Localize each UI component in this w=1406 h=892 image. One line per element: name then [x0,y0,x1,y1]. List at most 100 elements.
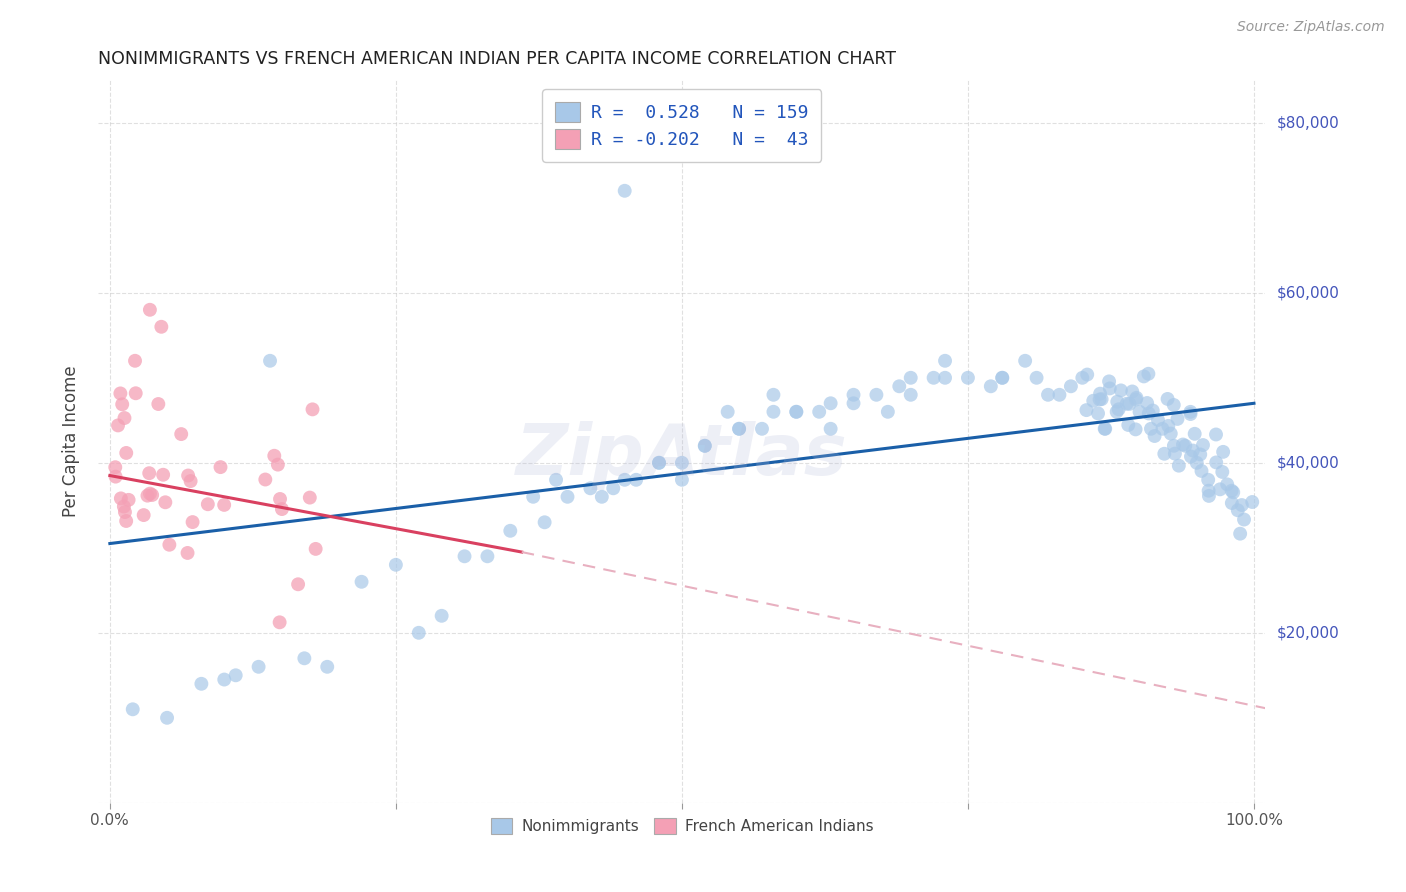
Point [430,608,453,623]
Point [762,405,785,419]
Point [1118,397,1140,411]
Point [190,677,212,691]
Point [1025,371,1047,385]
Point [1229,526,1251,541]
Point [1163,398,1185,412]
Point [114,411,136,425]
Point [316,660,339,674]
Point [762,388,785,402]
Point [900,388,922,402]
Point [477,549,499,564]
Point [269,615,291,630]
Point [889,379,911,393]
Point [1140,422,1163,436]
Point [117,492,139,507]
Point [453,549,475,564]
Point [1088,392,1111,407]
Point [1049,388,1071,402]
Point [613,184,636,198]
Point [1198,483,1220,498]
Point [254,473,277,487]
Point [1105,405,1128,419]
Point [271,502,294,516]
Point [533,516,555,530]
Point [591,490,613,504]
Point [1116,417,1139,432]
Text: Source: ZipAtlas.com: Source: ZipAtlas.com [1237,20,1385,34]
Point [1143,429,1166,443]
Point [110,386,132,401]
Point [107,418,129,433]
Point [934,371,956,385]
Point [1133,369,1156,384]
Point [522,490,544,504]
Point [1156,392,1178,406]
Point [991,371,1014,385]
Point [1166,412,1188,426]
Point [820,396,842,410]
Point [110,491,132,506]
Y-axis label: Per Capita Income: Per Capita Income [62,366,80,517]
Point [112,500,135,514]
Point [557,490,579,504]
Point [1076,368,1098,382]
Point [408,625,430,640]
Point [111,397,134,411]
Point [139,486,162,500]
Point [1142,403,1164,417]
Point [648,456,671,470]
Point [136,489,159,503]
Point [1211,465,1233,479]
Point [267,458,290,472]
Point [1125,422,1147,436]
Point [1164,447,1187,461]
Point [1109,384,1132,398]
Point [1083,393,1105,408]
Point [259,353,281,368]
Point [298,491,321,505]
Point [671,473,693,487]
Point [1189,447,1212,461]
Point [808,405,831,419]
Point [1091,392,1114,406]
Text: NONIMMIGRANTS VS FRENCH AMERICAN INDIAN PER CAPITA INCOME CORRELATION CHART: NONIMMIGRANTS VS FRENCH AMERICAN INDIAN … [98,50,897,68]
Point [922,371,945,385]
Point [1185,456,1208,470]
Point [1088,386,1111,401]
Point [671,456,693,470]
Point [1180,450,1202,464]
Point [693,439,716,453]
Point [1180,405,1202,419]
Point [1107,394,1129,409]
Point [579,481,602,495]
Point [115,514,138,528]
Point [114,505,136,519]
Point [305,541,328,556]
Point [170,427,193,442]
Point [292,651,315,665]
Point [1220,496,1243,510]
Legend: Nonimmigrants, French American Indians: Nonimmigrants, French American Indians [482,810,882,842]
Point [1098,375,1121,389]
Point [1233,512,1256,526]
Point [1160,426,1182,441]
Point [180,474,202,488]
Point [1036,388,1059,402]
Point [1121,384,1143,399]
Point [785,405,807,419]
Point [1071,371,1094,385]
Point [1216,477,1239,491]
Point [1108,402,1130,417]
Point [225,668,247,682]
Point [155,495,177,509]
Point [269,491,291,506]
Point [717,405,740,419]
Point [350,574,373,589]
Point [842,388,865,402]
Point [751,422,773,436]
Point [624,473,647,487]
Point [1157,418,1180,433]
Point [104,460,127,475]
Point [287,577,309,591]
Point [138,466,160,480]
